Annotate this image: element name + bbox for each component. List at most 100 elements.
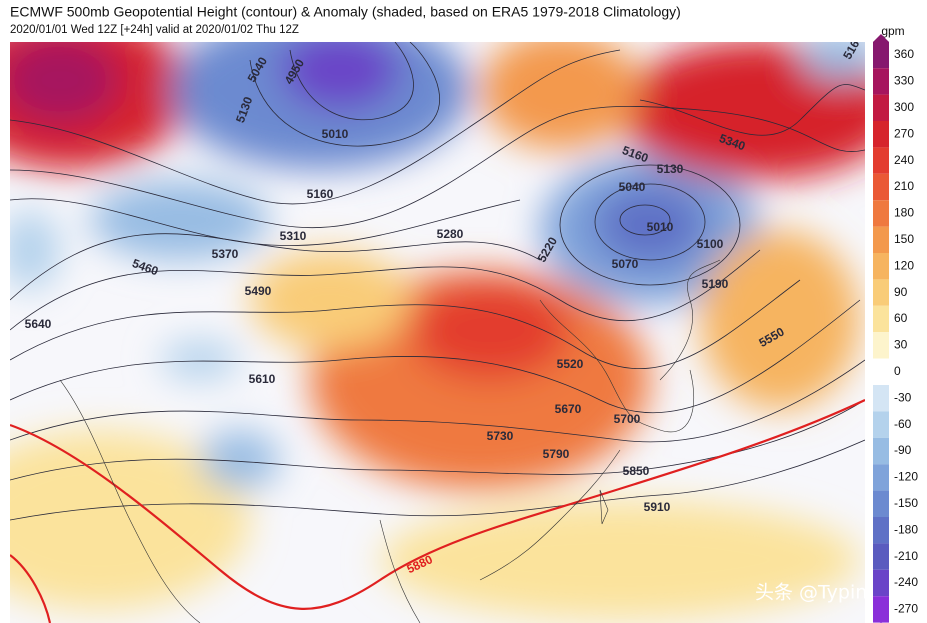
colorbar-label: 150 — [894, 232, 914, 246]
contour-label: 5910 — [644, 500, 671, 514]
colorbar-arrow — [873, 620, 889, 623]
contour-label: 5520 — [557, 357, 584, 371]
contour-label: 5010 — [322, 127, 349, 141]
colorbar-swatch — [873, 411, 889, 438]
colorbar-swatch — [873, 173, 889, 201]
colorbar-label: 120 — [894, 258, 914, 272]
contour-label: 5670 — [555, 402, 582, 416]
contour-line — [10, 439, 865, 521]
coastline — [539, 299, 695, 433]
contour-line — [10, 233, 541, 301]
colorbar-swatch — [873, 385, 889, 412]
contour-label: 5160 — [307, 187, 334, 201]
contour-label: 5610 — [249, 372, 276, 386]
colorbar-label: 0 — [894, 364, 901, 378]
contour-line — [10, 299, 861, 414]
colorbar-label: 180 — [894, 206, 914, 220]
contour-5880 — [10, 399, 865, 610]
colorbar-swatch — [873, 543, 889, 570]
contour-line — [249, 42, 441, 147]
contour-label: 5640 — [25, 317, 52, 331]
title: ECMWF 500mb Geopotential Height (contour… — [10, 4, 681, 20]
colorbar-label: 300 — [894, 100, 914, 114]
colorbar: 3603303002702402101801501209060300-30-60… — [873, 34, 918, 623]
contour-5880 — [10, 554, 52, 623]
colorbar-swatch — [873, 464, 889, 491]
colorbar-label: 330 — [894, 74, 914, 88]
colorbar-swatch — [873, 226, 889, 253]
contour-label: 5730 — [487, 429, 514, 443]
colorbar-swatch — [873, 68, 889, 95]
colorbar-label: -30 — [894, 390, 912, 404]
colorbar-swatch — [873, 517, 889, 544]
subtitle: 2020/01/01 Wed 12Z [+24h] valid at 2020/… — [10, 24, 299, 36]
colorbar-swatch — [873, 41, 889, 69]
coastline — [659, 259, 721, 381]
coastline — [599, 489, 609, 525]
contour-label: 5130 — [657, 162, 684, 176]
colorbar-swatch — [873, 332, 889, 359]
contour-line — [619, 204, 671, 236]
coastline — [379, 519, 421, 623]
colorbar-swatch — [873, 121, 889, 148]
colorbar-label: 30 — [894, 338, 908, 352]
colorbar-swatch — [873, 437, 889, 465]
contour-line — [10, 49, 621, 205]
contour-label: 5040 — [619, 180, 646, 194]
contour-line — [559, 164, 741, 286]
colorbar-swatch — [873, 279, 889, 306]
contours — [10, 42, 865, 623]
coastline — [59, 379, 201, 623]
contour-label: 5370 — [212, 247, 239, 261]
contour-line — [639, 84, 865, 136]
colorbar-swatch — [873, 358, 889, 385]
colorbar-label: -270 — [894, 602, 918, 616]
contour-line — [10, 399, 865, 481]
contour-line — [10, 249, 761, 331]
colorbar-label: -120 — [894, 470, 918, 484]
contour-label: 5490 — [245, 284, 272, 298]
colorbar-swatch — [873, 200, 889, 227]
contour-label: 5280 — [437, 227, 464, 241]
colorbar-arrow — [873, 34, 889, 42]
colorbar-unit: gpm — [881, 24, 904, 38]
coastlines — [59, 259, 721, 623]
colorbar-swatch — [873, 253, 889, 280]
colorbar-swatch — [873, 94, 889, 121]
colorbar-label: -240 — [894, 575, 918, 589]
colorbar-label: 270 — [894, 126, 914, 140]
colorbar-label: -210 — [894, 549, 918, 563]
contour-line — [289, 42, 414, 121]
colorbar-label: 360 — [894, 47, 914, 61]
anomaly-shading — [10, 42, 865, 620]
colorbar-swatch — [873, 569, 889, 597]
contour-label: 5070 — [612, 257, 639, 271]
colorbar-label: 240 — [894, 153, 914, 167]
colorbar-label: 90 — [894, 285, 908, 299]
contour-line — [10, 279, 801, 369]
contour-label: 5700 — [614, 412, 641, 426]
coastline — [479, 449, 621, 581]
colorbar-swatch — [873, 490, 889, 517]
colorbar-label: -180 — [894, 522, 918, 536]
contour-label: 5310 — [280, 229, 307, 243]
contour-line — [10, 106, 865, 229]
watermark: 头条 @Typing — [755, 582, 879, 604]
contour-label: 5010 — [647, 220, 674, 234]
colorbar-label: -150 — [894, 496, 918, 510]
colorbar-label: -90 — [894, 443, 912, 457]
contour-label: 5850 — [623, 464, 650, 478]
colorbar-label: 60 — [894, 311, 908, 325]
contour-line — [10, 359, 865, 443]
contour-label: 5790 — [543, 447, 570, 461]
contour-line — [10, 198, 521, 246]
contour-label: 5190 — [702, 277, 729, 291]
colorbar-swatch — [873, 147, 889, 174]
colorbar-swatch — [873, 596, 889, 623]
colorbar-label: 210 — [894, 179, 914, 193]
colorbar-swatch — [873, 305, 889, 333]
colorbar-label: -60 — [894, 417, 912, 431]
contour-line — [594, 183, 706, 261]
